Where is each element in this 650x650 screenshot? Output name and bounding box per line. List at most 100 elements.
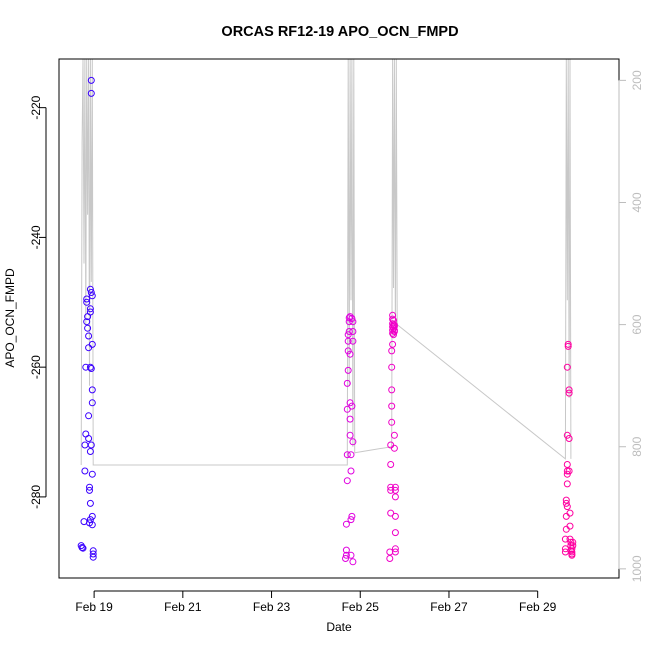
data-point	[87, 89, 95, 97]
y2-tick-label: 800	[630, 436, 644, 456]
x-tick-label: Feb 29	[519, 600, 557, 614]
data-point	[388, 418, 396, 426]
data-point	[389, 340, 397, 348]
data-point	[343, 477, 351, 485]
data-point	[88, 399, 96, 407]
y2-tick-label: 200	[630, 70, 644, 90]
data-point	[346, 415, 354, 423]
y-axis: -280 -260 -240 -220	[29, 95, 47, 509]
data-point	[389, 311, 397, 319]
data-point	[346, 350, 354, 358]
data-point	[561, 535, 569, 543]
data-point	[569, 538, 577, 546]
data-point	[83, 298, 91, 306]
y2-tick-label: 1000	[630, 555, 644, 582]
data-point	[84, 324, 92, 332]
pressure-trace	[80, 58, 572, 466]
data-point	[566, 509, 574, 517]
data-point	[85, 412, 93, 420]
data-point	[87, 289, 95, 296]
data-point	[86, 499, 94, 507]
data-point	[565, 386, 573, 394]
data-point	[347, 451, 355, 459]
data-point	[562, 499, 570, 507]
data-point	[79, 544, 87, 552]
data-point	[81, 467, 89, 475]
x-tick-label: Feb 25	[342, 600, 380, 614]
data-point	[569, 542, 577, 550]
data-point	[86, 363, 94, 371]
data-point	[85, 332, 93, 340]
data-point	[349, 558, 357, 566]
data-point	[87, 441, 95, 449]
data-point	[348, 512, 356, 520]
y-tick-label: -220	[29, 95, 43, 119]
data-point	[88, 512, 96, 520]
data-point	[349, 318, 357, 326]
data-point	[88, 340, 96, 348]
data-point	[78, 544, 86, 551]
data-point	[391, 483, 399, 491]
data-point	[88, 386, 96, 394]
data-point	[563, 461, 571, 468]
data-point	[89, 550, 97, 558]
y2-axis: 1000 800 600 400 200	[618, 70, 644, 582]
data-point	[387, 509, 395, 517]
y2-tick-label: 600	[630, 314, 644, 334]
data-point	[88, 470, 96, 478]
data-point	[342, 555, 349, 562]
data-point	[387, 486, 395, 494]
data-point	[391, 548, 399, 556]
data-point	[391, 512, 399, 520]
data-point	[565, 467, 573, 475]
data-point	[346, 431, 354, 439]
y-tick-label: -260	[29, 355, 43, 379]
x-tick-label: Feb 23	[253, 600, 291, 614]
data-point	[85, 344, 93, 352]
data-point	[563, 363, 571, 371]
plot-frame	[58, 58, 620, 579]
data-point	[390, 331, 397, 339]
data-point	[348, 315, 356, 322]
data-point	[344, 366, 352, 374]
data-point	[347, 516, 355, 524]
data-point	[88, 521, 96, 529]
data-point	[342, 546, 350, 554]
data-point	[342, 551, 350, 559]
data-point	[391, 545, 399, 553]
y2-tick-label: 400	[630, 192, 644, 212]
x-tick-label: Feb 21	[164, 600, 202, 614]
data-point	[349, 328, 357, 335]
data-point	[85, 435, 93, 442]
data-point	[390, 431, 398, 439]
data-point	[88, 292, 96, 300]
data-point	[81, 441, 89, 449]
data-point	[87, 365, 95, 372]
pressure-line	[80, 58, 572, 466]
data-point	[386, 555, 394, 562]
data-point	[345, 314, 353, 322]
data-point	[86, 305, 94, 313]
data-point	[86, 308, 94, 316]
data-points	[77, 76, 577, 566]
y-tick-label: -240	[29, 225, 43, 249]
data-point	[86, 448, 94, 455]
data-point	[568, 545, 576, 553]
data-point	[568, 548, 576, 556]
data-point	[347, 551, 355, 559]
data-point	[87, 76, 95, 84]
x-tick-label: Feb 27	[430, 600, 468, 614]
data-point	[388, 347, 396, 355]
x-axis: Feb 19 Feb 21 Feb 23 Feb 25 Feb 27 Feb 29	[75, 590, 557, 614]
data-point	[563, 480, 571, 488]
data-point	[388, 363, 396, 371]
y-tick-label: -280	[29, 485, 43, 509]
data-point	[345, 328, 353, 335]
data-point	[344, 331, 352, 339]
y-axis-label: APO_OCN_FMPD	[3, 268, 17, 368]
data-point	[562, 496, 570, 504]
data-point	[348, 402, 356, 410]
data-point	[566, 522, 574, 530]
data-point	[390, 322, 398, 330]
